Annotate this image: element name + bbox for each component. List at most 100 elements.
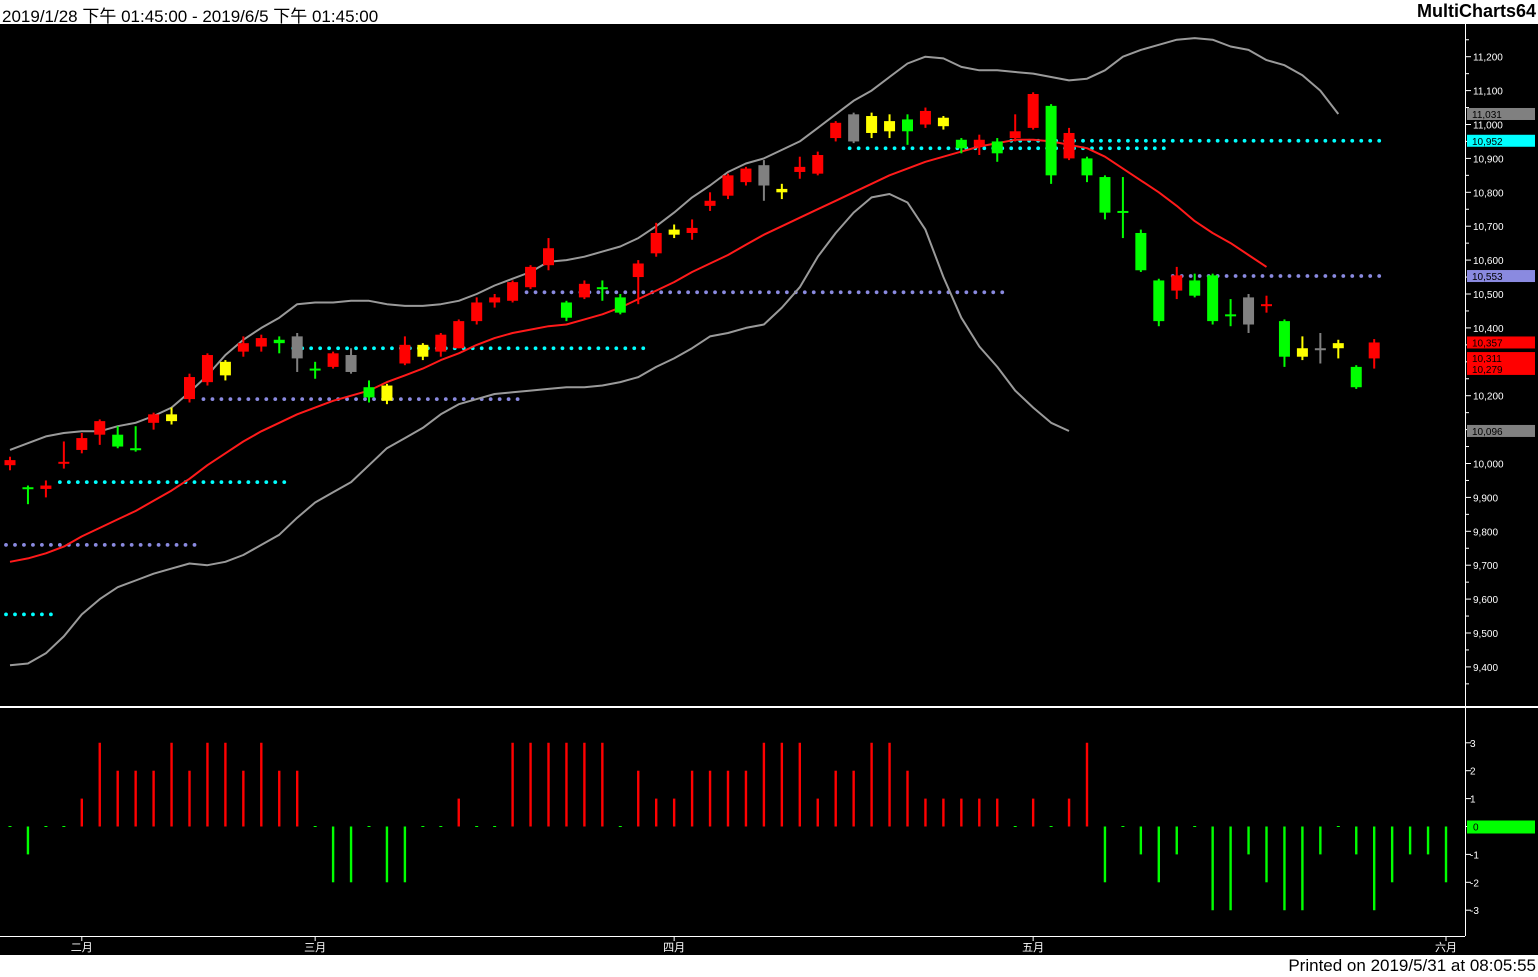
candle-body	[130, 448, 142, 451]
candle-body	[1332, 343, 1344, 349]
candle-body	[991, 141, 1003, 154]
printed-timestamp: Printed on 2019/5/31 at 08:05:55	[1288, 956, 1536, 975]
level-dot	[623, 290, 628, 295]
candle-body	[273, 339, 285, 344]
level-dot	[1323, 138, 1328, 143]
level-dot	[1350, 138, 1355, 143]
candle-body	[560, 302, 572, 318]
level-dot	[4, 612, 8, 617]
level-dot	[309, 346, 314, 351]
level-dot	[336, 346, 340, 351]
level-dot	[246, 480, 251, 485]
level-dot	[228, 480, 233, 485]
candle-body	[1099, 177, 1111, 213]
level-dot	[1215, 138, 1220, 143]
level-dot	[372, 346, 376, 351]
y-tick-label: 10,500	[1473, 290, 1504, 301]
candle-body	[1261, 304, 1272, 307]
level-dot	[722, 290, 726, 295]
level-dot	[84, 542, 89, 547]
y-tick-label: 10,700	[1473, 222, 1504, 233]
y-tick-label: 9,900	[1473, 493, 1498, 504]
level-dot	[632, 290, 637, 295]
x-tick-label: 四月	[663, 942, 685, 954]
level-dot	[928, 290, 933, 295]
candle-body	[1278, 321, 1290, 357]
level-dot	[120, 542, 125, 547]
level-dot	[1117, 138, 1121, 143]
level-dot	[1161, 146, 1166, 151]
candle-body	[112, 434, 124, 447]
level-dot	[802, 290, 807, 295]
level-dot	[497, 397, 502, 401]
level-dot	[390, 346, 394, 351]
price-tag-label: 10,952	[1472, 137, 1503, 148]
level-dot	[964, 290, 969, 295]
level-dot	[910, 146, 915, 151]
y-tick-label: 9,500	[1473, 629, 1498, 640]
level-dot	[1224, 274, 1229, 278]
level-dot	[111, 480, 116, 485]
candle-body	[184, 377, 195, 400]
level-dot	[1377, 274, 1382, 278]
level-dot	[147, 480, 152, 485]
level-dot	[165, 480, 170, 485]
level-dot	[84, 480, 89, 485]
level-dot	[1359, 274, 1364, 278]
candle-body	[1009, 131, 1021, 139]
level-dot	[641, 290, 646, 295]
level-dot	[820, 290, 825, 295]
level-dot	[865, 146, 870, 151]
candle-body	[812, 155, 824, 174]
candle-body	[686, 227, 698, 233]
candle-body	[1153, 280, 1165, 322]
level-dot	[1296, 274, 1301, 278]
price-chart[interactable]: 9,4009,5009,6009,7009,8009,90010,00010,1…	[0, 24, 1538, 955]
candle-body	[471, 302, 483, 322]
level-dot	[237, 480, 242, 485]
price-tag-label: 10,096	[1472, 427, 1503, 438]
level-dot	[461, 397, 466, 401]
price-tag	[1467, 336, 1535, 349]
level-dot	[1260, 274, 1265, 278]
level-dot	[318, 346, 323, 351]
level-dot	[1099, 146, 1103, 151]
level-dot	[49, 542, 53, 547]
level-dot	[1224, 138, 1229, 143]
level-dot	[614, 290, 619, 295]
date-range: 2019/1/28 下午 01:45:00 - 2019/6/5 下午 01:4…	[2, 7, 379, 26]
level-dot	[686, 290, 690, 295]
level-dot	[533, 290, 538, 295]
level-dot	[955, 290, 960, 295]
level-dot	[1260, 138, 1265, 143]
y-tick-label: 10,800	[1473, 188, 1504, 199]
level-dot	[174, 480, 179, 485]
level-dot	[192, 542, 197, 547]
level-dot	[982, 290, 987, 295]
candle-body	[1117, 210, 1129, 213]
level-dot	[237, 397, 242, 401]
candle-body	[4, 460, 16, 466]
level-dot	[399, 397, 403, 401]
level-dot	[596, 346, 601, 351]
price-tag	[1467, 270, 1535, 283]
level-dot	[542, 290, 547, 295]
level-dot	[246, 397, 251, 401]
price-pane: 9,4009,5009,6009,7009,8009,90010,00010,1…	[4, 37, 1535, 685]
level-dot	[327, 346, 331, 351]
level-dot	[758, 290, 762, 295]
level-dot	[1126, 138, 1130, 143]
candle-body	[776, 188, 788, 193]
candle-body	[1135, 232, 1147, 271]
candle-body	[309, 368, 321, 371]
price-tag	[1467, 352, 1535, 365]
level-dot	[1090, 138, 1094, 143]
level-dot	[892, 146, 897, 151]
level-dot	[704, 290, 708, 295]
level-dot	[1377, 138, 1382, 143]
level-dot	[156, 480, 161, 485]
level-dot	[129, 480, 134, 485]
level-dot	[632, 346, 637, 351]
level-dot	[416, 397, 421, 401]
level-dot	[713, 290, 717, 295]
